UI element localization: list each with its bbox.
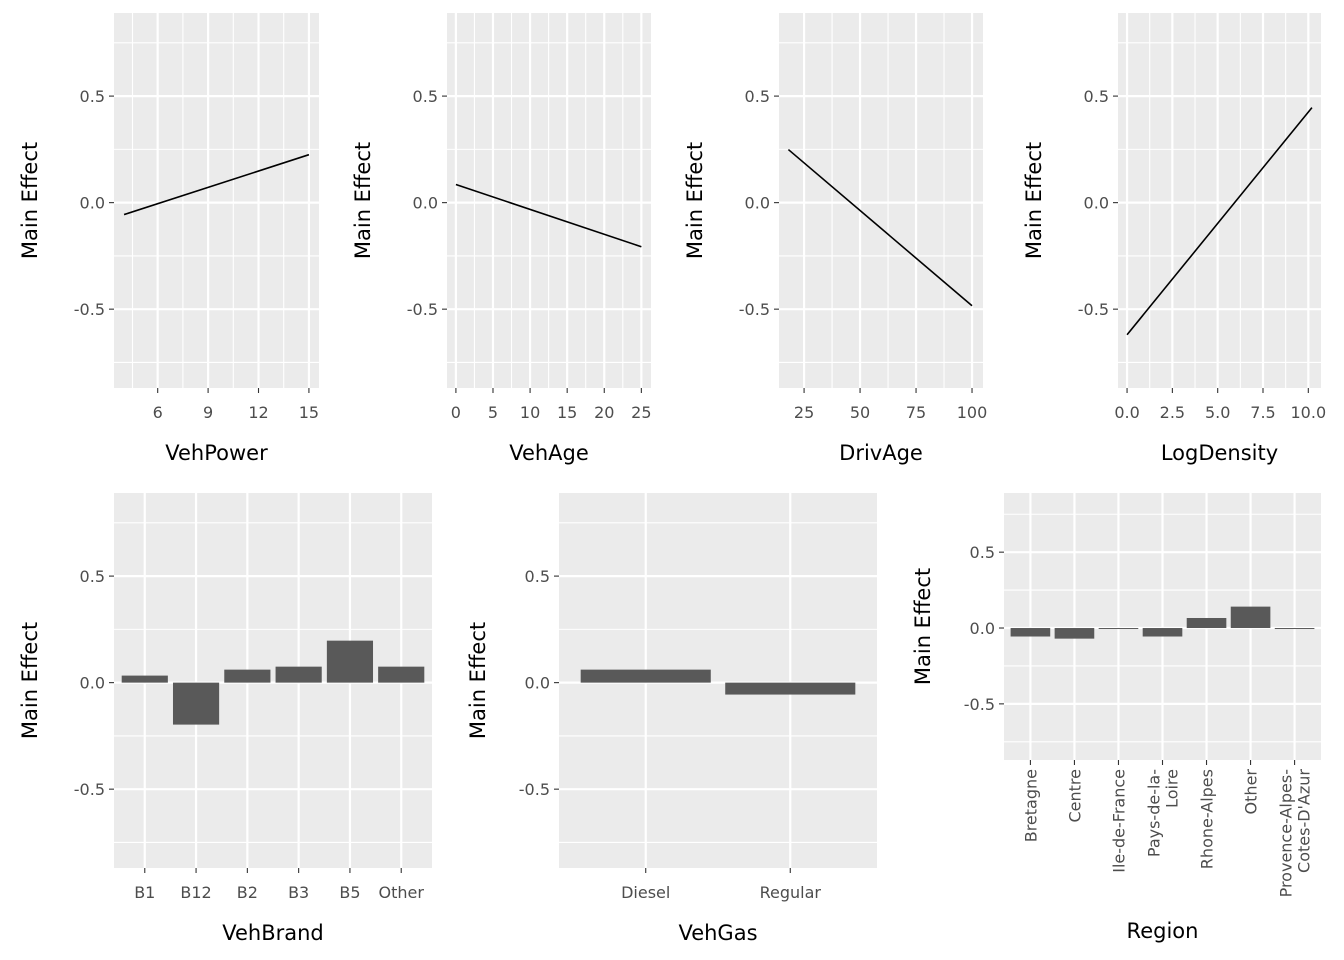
- y-axis-title: Main Effect: [683, 142, 707, 259]
- y-tick-label: 0.5: [525, 567, 550, 586]
- y-tick-label: -0.5: [1078, 300, 1109, 319]
- x-tick-label: 50: [850, 403, 870, 422]
- y-tick-label: -0.5: [964, 695, 995, 714]
- y-tick-label: 0.5: [970, 543, 995, 562]
- y-tick-label: 0.0: [970, 619, 995, 638]
- x-tick-label: B12: [180, 883, 211, 902]
- bar-pays-de-la-loire: [1142, 628, 1183, 637]
- x-tick-label: 15: [299, 403, 319, 422]
- y-tick-label: 0.0: [80, 194, 105, 213]
- x-tick-label: B2: [237, 883, 258, 902]
- x-tick-label: Provence-Alpes-Cotes-D'Azur: [1277, 769, 1314, 898]
- x-axis-title: DrivAge: [839, 441, 923, 465]
- effect-line: [123, 153, 310, 216]
- bar-other: [1230, 606, 1271, 629]
- x-tick-label: 100: [957, 403, 988, 422]
- x-tick-label: B3: [288, 883, 309, 902]
- effect-line: [787, 148, 973, 307]
- x-axis-title: VehBrand: [222, 921, 324, 945]
- panel-logdensity: -0.5 0.0 0.5 0.0 2.5 5.0 7.5 10.0 LogDensity Main…: [1022, 13, 1326, 465]
- panel-drivage: -0.5 0.0 0.5 25 50 75 100 DrivAge Main Effect: [683, 13, 987, 465]
- x-tick-label: B1: [134, 883, 155, 902]
- bar-diesel: [580, 669, 711, 683]
- bar-b5: [326, 640, 374, 683]
- bar-b1: [121, 675, 168, 683]
- x-tick-label: 10.0: [1291, 403, 1327, 422]
- x-tick-label: 0: [451, 403, 461, 422]
- bar-centre: [1054, 628, 1095, 639]
- x-tick-label: 12: [248, 403, 268, 422]
- x-tick-label: Pays-de-la-Loire: [1145, 769, 1182, 857]
- y-axis-title: Main Effect: [911, 568, 935, 685]
- x-axis-title: VehPower: [165, 441, 268, 465]
- panel-background: [779, 13, 983, 388]
- x-tick-label: Bretagne: [1021, 769, 1040, 842]
- y-tick-label: 0.0: [525, 674, 550, 693]
- bar-b12: [172, 682, 220, 725]
- bar-ile-de-france: [1098, 628, 1139, 630]
- x-tick-label: Rhone-Alpes: [1198, 769, 1217, 869]
- x-tick-label: Centre: [1065, 769, 1084, 823]
- y-tick-label: 0.5: [80, 87, 105, 106]
- x-tick-label: 10: [520, 403, 540, 422]
- effect-line: [1126, 107, 1313, 336]
- x-tick-label: 15: [557, 403, 577, 422]
- x-tick-label: 25: [794, 403, 814, 422]
- x-tick-label: 7.5: [1250, 403, 1275, 422]
- x-tick-label: Other: [1242, 769, 1261, 815]
- panel-region: -0.5 0.0 0.5 Bretagne Centre Ile-de-France Pay…: [911, 493, 1321, 943]
- x-tick-label: Regular: [760, 883, 822, 902]
- bar-bretagne: [1010, 628, 1051, 637]
- x-axis-title: VehGas: [678, 921, 757, 945]
- y-axis-title: Main Effect: [1022, 142, 1046, 259]
- x-axis-title: VehAge: [509, 441, 589, 465]
- panel-background: [114, 13, 319, 388]
- y-tick-label: -0.5: [74, 780, 105, 799]
- y-tick-label: 0.5: [80, 567, 105, 586]
- y-tick-label: -0.5: [519, 780, 550, 799]
- x-tick-label: 5.0: [1205, 403, 1230, 422]
- x-tick-label: 5: [488, 403, 498, 422]
- x-tick-label: 20: [594, 403, 614, 422]
- x-tick-label: Ile-de-France: [1109, 769, 1128, 873]
- y-tick-label: -0.5: [739, 300, 770, 319]
- effect-line: [455, 183, 642, 248]
- y-tick-label: 0.5: [1084, 87, 1109, 106]
- panel-vehbrand: -0.5 0.0 0.5 B1 B12 B2 B3 B5 Other VehBrand Main E…: [18, 493, 432, 945]
- bar-rhone-alpes: [1186, 618, 1227, 629]
- y-tick-label: 0.0: [80, 674, 105, 693]
- y-axis-title: Main Effect: [18, 142, 42, 259]
- y-tick-label: -0.5: [407, 300, 438, 319]
- panel-background: [1118, 13, 1321, 388]
- x-tick-label: Diesel: [621, 883, 670, 902]
- y-tick-label: 0.0: [1084, 194, 1109, 213]
- bar-other: [378, 666, 425, 683]
- x-tick-label: 2.5: [1160, 403, 1185, 422]
- y-tick-label: 0.5: [413, 87, 438, 106]
- x-tick-label: 9: [203, 403, 213, 422]
- y-tick-label: -0.5: [74, 300, 105, 319]
- x-tick-label: 75: [906, 403, 926, 422]
- x-tick-label: 6: [153, 403, 163, 422]
- x-axis-title: LogDensity: [1161, 441, 1278, 465]
- bar-regular: [725, 682, 856, 695]
- y-axis-title: Main Effect: [18, 622, 42, 739]
- y-tick-label: 0.5: [745, 87, 770, 106]
- x-tick-label: B5: [339, 883, 360, 902]
- panel-vehpower: -0.5 0.0 0.5 6 9 12 15 VehPower Main Effect: [18, 13, 319, 465]
- y-axis-title: Main Effect: [351, 142, 375, 259]
- x-tick-label: 25: [631, 403, 651, 422]
- y-axis-title: Main Effect: [466, 622, 490, 739]
- bar-b2: [224, 669, 271, 683]
- panel-vehage: -0.5 0.0 0.5 0 5 10 15 20 25 VehAge Main Effect: [351, 13, 652, 465]
- x-axis-title: Region: [1127, 919, 1199, 943]
- bar-b3: [275, 666, 322, 683]
- bar-provence-alpes-cotes-d'azur: [1274, 628, 1315, 630]
- x-tick-label: Other: [379, 883, 425, 902]
- y-tick-label: 0.0: [413, 194, 438, 213]
- x-tick-label: 0.0: [1114, 403, 1139, 422]
- y-tick-label: 0.0: [745, 194, 770, 213]
